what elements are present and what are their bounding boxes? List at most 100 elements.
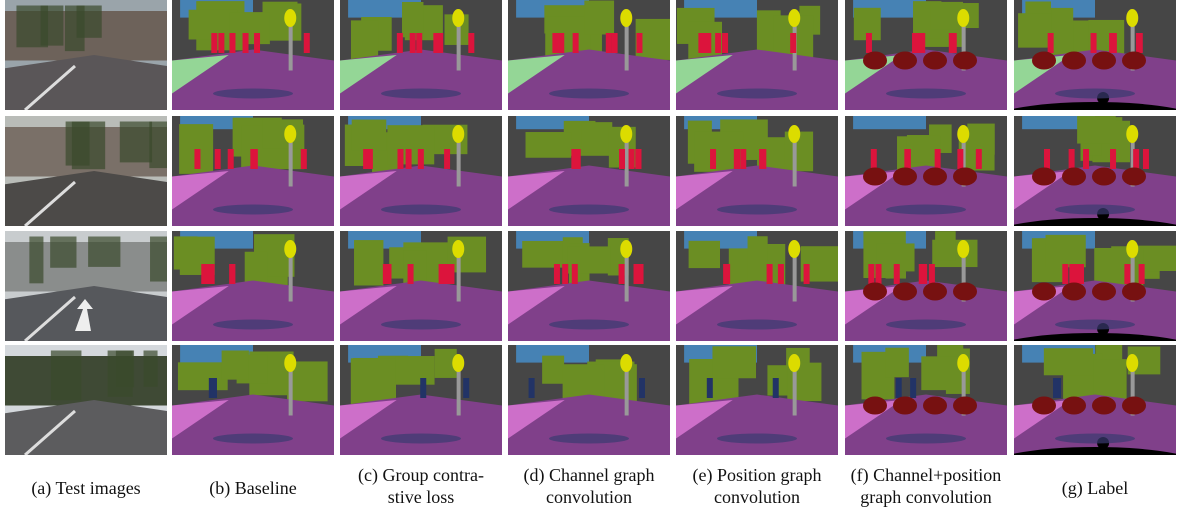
segmentation-map bbox=[340, 345, 502, 455]
caption: (c) Group contra- bbox=[358, 465, 484, 486]
seg-person bbox=[301, 149, 307, 169]
seg-person bbox=[1143, 149, 1149, 169]
seg-person bbox=[612, 33, 618, 53]
seg-bicycle bbox=[1062, 168, 1086, 186]
seg-person bbox=[866, 33, 872, 53]
seg-person bbox=[205, 264, 211, 284]
seg-person bbox=[444, 149, 450, 169]
seg-bicycle bbox=[1092, 283, 1116, 301]
photo-tree bbox=[144, 351, 158, 387]
segmentation-map bbox=[172, 116, 334, 226]
seg-road-shadow bbox=[381, 434, 461, 444]
seg-sign bbox=[620, 9, 632, 27]
seg-sign bbox=[957, 354, 969, 372]
seg-person bbox=[619, 264, 625, 284]
seg-road-shadow bbox=[717, 434, 797, 444]
seg-person bbox=[921, 264, 927, 284]
seg-vegetation bbox=[245, 252, 268, 286]
photo-tree bbox=[88, 237, 120, 267]
seg-sign bbox=[957, 125, 969, 143]
seg-person bbox=[218, 33, 224, 53]
segmentation-map bbox=[676, 0, 838, 110]
seg-vegetation bbox=[522, 241, 565, 268]
seg-bicycle bbox=[1032, 397, 1056, 415]
seg-sign bbox=[284, 354, 296, 372]
seg-vegetation bbox=[352, 120, 387, 151]
seg-person bbox=[767, 264, 773, 284]
seg-person bbox=[606, 33, 612, 53]
seg-vegetation bbox=[263, 119, 303, 148]
seg-person bbox=[572, 264, 578, 284]
seg-sky bbox=[853, 116, 926, 129]
seg-sign bbox=[452, 354, 464, 372]
seg-vegetation bbox=[582, 122, 612, 153]
seg-person bbox=[707, 378, 713, 398]
seg-bicycle bbox=[1092, 397, 1116, 415]
seg-bicycle bbox=[953, 283, 977, 301]
seg-bicycle bbox=[923, 168, 947, 186]
seg-sign bbox=[620, 354, 632, 372]
seg-bicycle bbox=[863, 397, 887, 415]
photo-tree bbox=[108, 351, 133, 397]
seg-road-shadow bbox=[381, 320, 461, 330]
test-image bbox=[5, 345, 167, 455]
seg-person bbox=[929, 264, 935, 284]
seg-bicycle bbox=[1032, 168, 1056, 186]
segmentation-map bbox=[845, 0, 1007, 110]
seg-sign bbox=[452, 240, 464, 258]
seg-person bbox=[957, 149, 963, 169]
seg-person bbox=[418, 149, 424, 169]
seg-vegetation bbox=[712, 346, 756, 378]
seg-person bbox=[740, 149, 746, 169]
seg-person bbox=[636, 33, 642, 53]
seg-person bbox=[211, 378, 217, 398]
seg-person bbox=[1111, 33, 1117, 53]
seg-person bbox=[1091, 33, 1097, 53]
segmentation-map bbox=[340, 231, 502, 341]
seg-bicycle bbox=[923, 283, 947, 301]
seg-vegetation bbox=[1077, 116, 1116, 143]
seg-sign bbox=[284, 9, 296, 27]
seg-person bbox=[635, 149, 641, 169]
seg-person bbox=[1083, 149, 1089, 169]
seg-person bbox=[790, 33, 796, 53]
seg-person bbox=[416, 33, 422, 53]
caption: convolution bbox=[714, 487, 800, 507]
segmentation-map bbox=[172, 0, 334, 110]
seg-vegetation bbox=[542, 356, 564, 384]
caption: graph convolution bbox=[860, 487, 991, 507]
segmentation-map bbox=[340, 116, 502, 226]
test-image bbox=[5, 0, 167, 110]
seg-person bbox=[1133, 149, 1139, 169]
seg-person bbox=[1044, 149, 1050, 169]
seg-sign bbox=[1126, 240, 1138, 258]
seg-person bbox=[705, 33, 711, 53]
seg-person bbox=[1069, 264, 1075, 284]
seg-bicycle bbox=[953, 52, 977, 70]
seg-person bbox=[420, 378, 426, 398]
seg-person bbox=[904, 149, 910, 169]
caption: (a) Test images bbox=[31, 478, 140, 499]
photo-tree bbox=[120, 122, 152, 163]
seg-person bbox=[916, 33, 922, 53]
photo-tree bbox=[16, 6, 48, 48]
seg-road-shadow bbox=[886, 89, 966, 99]
seg-person bbox=[1069, 149, 1075, 169]
seg-person bbox=[558, 33, 564, 53]
seg-vegetation bbox=[230, 12, 270, 44]
seg-person bbox=[410, 33, 416, 53]
seg-sign bbox=[1126, 9, 1138, 27]
seg-vegetation bbox=[885, 348, 909, 377]
photo-tree bbox=[51, 351, 82, 401]
seg-sign bbox=[788, 125, 800, 143]
photo-buildings bbox=[5, 356, 167, 406]
seg-road-shadow bbox=[549, 89, 629, 99]
segmentation-map bbox=[982, 345, 1185, 491]
seg-road-shadow bbox=[717, 205, 797, 215]
seg-person bbox=[397, 149, 403, 169]
seg-person bbox=[894, 264, 900, 284]
seg-road-shadow bbox=[1055, 205, 1135, 215]
photo-buildings bbox=[5, 242, 167, 292]
segmentation-map bbox=[508, 231, 670, 341]
seg-sign bbox=[957, 9, 969, 27]
